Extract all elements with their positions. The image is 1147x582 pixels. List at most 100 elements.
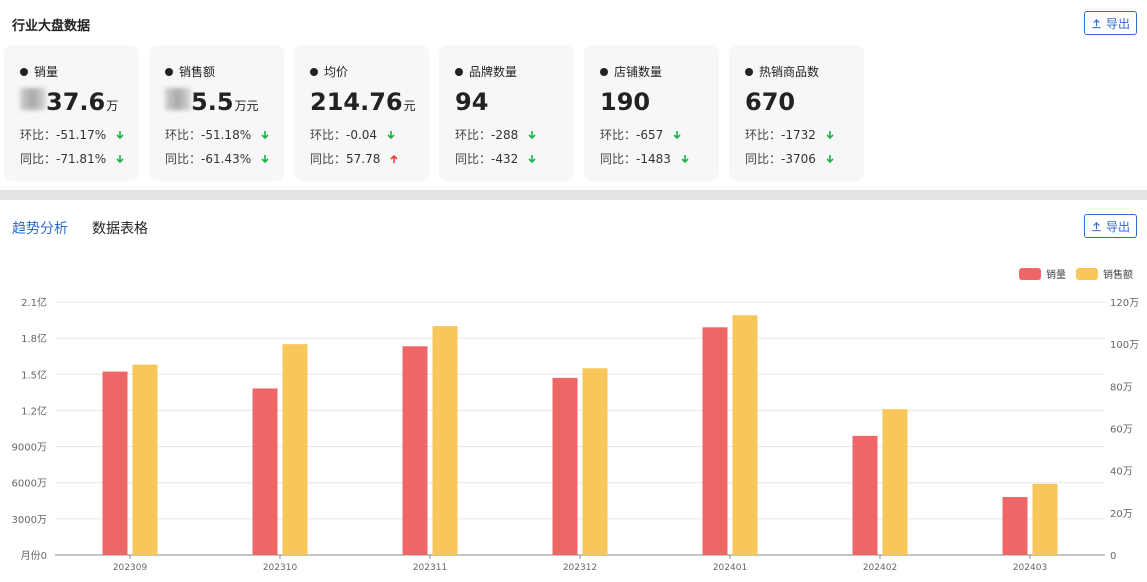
kpi-title-text: 热销商品数 bbox=[759, 65, 820, 79]
y-right-tick-label: 60万 bbox=[1110, 425, 1133, 436]
bar-revenue bbox=[132, 364, 158, 555]
y-right-tick-label: 40万 bbox=[1110, 467, 1133, 478]
kpi-value-text: 214.76 bbox=[310, 88, 403, 116]
y-right-tick-label: 120万 bbox=[1110, 298, 1139, 309]
y-left-tick-label: 3000万 bbox=[12, 515, 47, 526]
export-button-chart[interactable]: 导出 bbox=[1084, 214, 1137, 238]
yoy-metric: 同比： 57.78 bbox=[310, 150, 399, 167]
kpi-card: 品牌数量 94 环比： -288 同比： -432 bbox=[439, 45, 574, 181]
bar-sales bbox=[102, 371, 128, 555]
trend-down-icon bbox=[826, 130, 834, 139]
mom-metric: 环比： -51.17% bbox=[20, 126, 125, 143]
mom-label: 环比： bbox=[745, 128, 782, 142]
yoy-label: 同比： bbox=[455, 152, 492, 166]
yoy-metric: 同比： -1483 bbox=[600, 150, 690, 167]
mom-value: -288 bbox=[491, 127, 519, 142]
mom-metric: 环比： -51.18% bbox=[165, 126, 270, 143]
trend-down-icon bbox=[528, 130, 536, 139]
bar-revenue bbox=[882, 409, 908, 555]
tab-data-table[interactable]: 数据表格 bbox=[92, 221, 148, 237]
trend-down-icon bbox=[116, 154, 124, 163]
mom-label: 环比： bbox=[165, 128, 202, 142]
kpi-value-text: 37.6 bbox=[46, 88, 106, 116]
bar-sales bbox=[852, 435, 878, 555]
kpi-title-text: 店铺数量 bbox=[614, 65, 663, 79]
kpi-value-text: 190 bbox=[600, 88, 651, 116]
yoy-value: -1483 bbox=[636, 151, 671, 166]
trend-bar-chart: 月份0 3000万 6000万 9000万 1.2亿 1.5亿 1.8亿 2.1亿 0 20万 40… bbox=[12, 296, 1140, 573]
bar-revenue bbox=[1032, 483, 1058, 555]
bar-sales bbox=[252, 388, 278, 555]
section-title: 行业大盘数据 bbox=[12, 19, 91, 34]
kpi-title: 均价 bbox=[310, 63, 348, 80]
x-tick-label: 202309 bbox=[113, 563, 148, 573]
mom-label: 环比： bbox=[20, 128, 57, 142]
bullet-dot-icon bbox=[745, 67, 753, 76]
section-divider bbox=[0, 190, 1147, 200]
kpi-value-text: 670 bbox=[745, 88, 796, 116]
kpi-title: 店铺数量 bbox=[600, 63, 662, 80]
export-button-top[interactable]: 导出 bbox=[1084, 11, 1137, 35]
mom-metric: 环比： -0.04 bbox=[310, 126, 396, 143]
yoy-value: -61.43% bbox=[201, 151, 252, 166]
x-tick-label: 202312 bbox=[563, 563, 597, 573]
bar-sales bbox=[1002, 497, 1028, 555]
trend-down-icon bbox=[387, 130, 395, 139]
kpi-value: 190 bbox=[600, 88, 651, 116]
kpi-unit: 万 bbox=[106, 99, 119, 113]
trend-down-icon bbox=[681, 154, 689, 163]
legend-label: 销量 bbox=[1046, 270, 1066, 281]
bullet-dot-icon bbox=[20, 67, 28, 76]
kpi-value-text: 5.5 bbox=[191, 88, 234, 116]
trend-down-icon bbox=[261, 130, 269, 139]
legend-label: 销售额 bbox=[1103, 270, 1133, 281]
kpi-value: 5.5 万元 bbox=[165, 88, 259, 116]
kpi-title-text: 销量 bbox=[34, 65, 59, 79]
kpi-title-text: 销售额 bbox=[179, 65, 216, 79]
trend-down-icon bbox=[261, 154, 269, 163]
legend-swatch bbox=[1019, 267, 1041, 280]
kpi-title: 热销商品数 bbox=[745, 63, 819, 80]
kpi-card: 销量 37.6 万环比： -51.17% 同比： -71.81% bbox=[4, 45, 139, 181]
yoy-label: 同比： bbox=[600, 152, 637, 166]
tab-trend-analysis[interactable]: 趋势分析 bbox=[12, 221, 68, 237]
bullet-dot-icon bbox=[455, 67, 463, 76]
mom-label: 环比： bbox=[455, 128, 492, 142]
tab-bar: 趋势分析 数据表格 bbox=[12, 218, 148, 238]
mom-value: -657 bbox=[636, 127, 664, 142]
kpi-value: 37.6 万 bbox=[20, 88, 118, 116]
x-tick-label: 202402 bbox=[863, 563, 897, 573]
x-tick-label: 202311 bbox=[413, 563, 447, 573]
bar-revenue bbox=[582, 368, 608, 555]
mom-metric: 环比： -1732 bbox=[745, 126, 835, 143]
mom-value: -51.18% bbox=[201, 127, 252, 142]
bullet-dot-icon bbox=[165, 67, 173, 76]
kpi-title: 销售额 bbox=[165, 63, 215, 80]
kpi-unit: 万元 bbox=[234, 99, 259, 113]
yoy-metric: 同比： -71.81% bbox=[20, 150, 125, 167]
y-left-tick-label: 1.8亿 bbox=[21, 332, 47, 345]
bar-sales bbox=[552, 377, 578, 555]
y-right-tick-label: 80万 bbox=[1110, 382, 1133, 393]
legend-item-revenue[interactable]: 销售额 bbox=[1076, 266, 1133, 281]
kpi-value: 670 bbox=[745, 88, 796, 116]
trend-down-icon bbox=[116, 130, 124, 139]
masked-value bbox=[165, 88, 191, 110]
legend-swatch bbox=[1076, 267, 1098, 280]
y-right-tick-label: 20万 bbox=[1110, 509, 1133, 520]
trend-down-icon bbox=[528, 154, 536, 163]
kpi-value: 94 bbox=[455, 88, 489, 116]
yoy-label: 同比： bbox=[20, 152, 57, 166]
yoy-label: 同比： bbox=[310, 152, 347, 166]
legend-item-sales[interactable]: 销量 bbox=[1019, 266, 1066, 281]
yoy-metric: 同比： -432 bbox=[455, 150, 537, 167]
x-tick-label: 202401 bbox=[713, 563, 747, 573]
kpi-card: 热销商品数 670 环比： -1732 同比： -3706 bbox=[729, 45, 864, 181]
upload-icon bbox=[1092, 221, 1101, 231]
y-right-tick-label: 100万 bbox=[1110, 340, 1139, 351]
export-label: 导出 bbox=[1105, 16, 1130, 31]
bar-sales bbox=[702, 327, 728, 555]
industry-overview-panel: 行业大盘数据 导出 销量 37.6 万环比： -51.17% 同比： -71.81% 销售额… bbox=[0, 0, 1147, 190]
kpi-unit: 元 bbox=[403, 99, 416, 113]
y-left-tick-label: 1.5亿 bbox=[21, 368, 47, 381]
